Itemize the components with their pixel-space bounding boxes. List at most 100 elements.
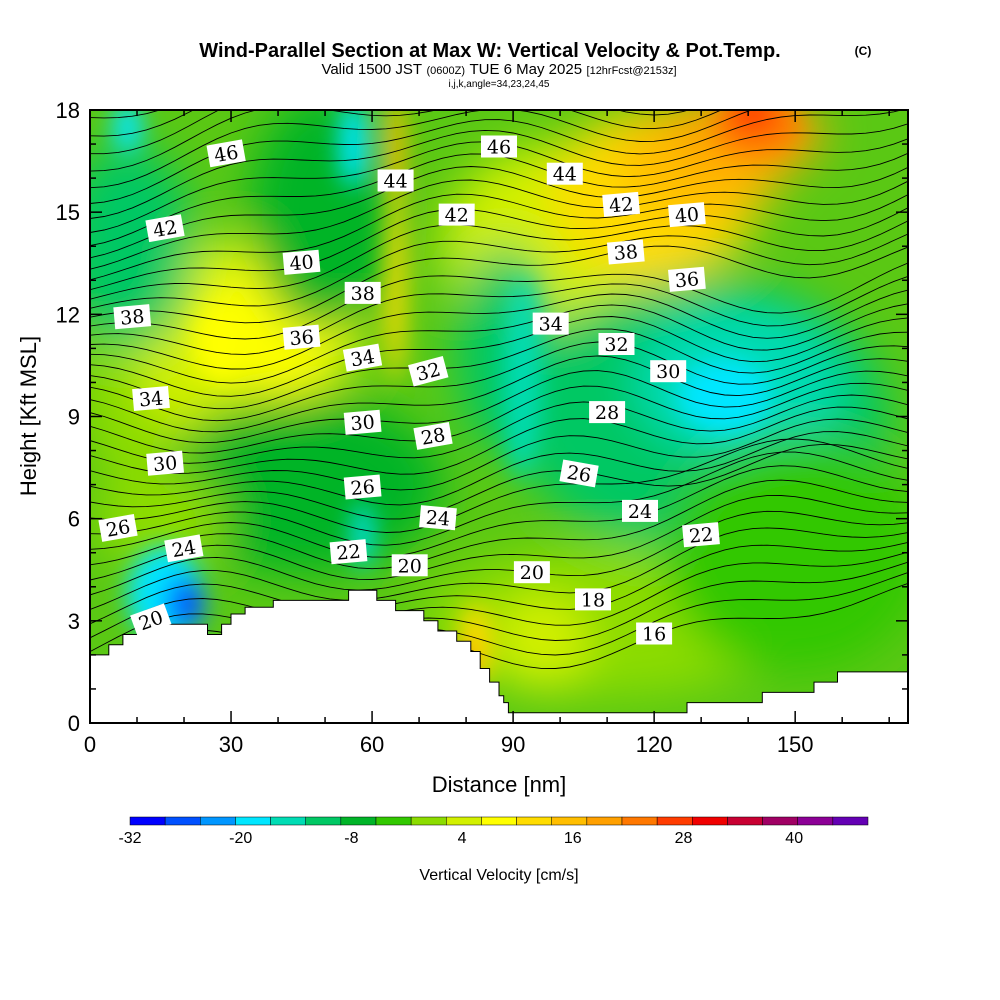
isentrope-line bbox=[90, 551, 908, 639]
y-tick-label: 6 bbox=[68, 507, 80, 532]
x-tick-label: 30 bbox=[219, 732, 243, 757]
isentrope-label-text: 32 bbox=[604, 334, 628, 356]
isentrope-label-text: 34 bbox=[349, 346, 377, 372]
isentrope-label-text: 38 bbox=[613, 241, 639, 265]
isentrope-label: 24 bbox=[164, 534, 204, 563]
colorbar-swatch bbox=[762, 816, 798, 826]
isentrope-lines bbox=[90, 110, 908, 680]
x-tick-label: 90 bbox=[501, 732, 525, 757]
x-axis-title: Distance [nm] bbox=[432, 772, 567, 797]
heat-core bbox=[193, 300, 250, 383]
valid-time-label: Valid 1500 JST bbox=[321, 61, 422, 78]
isentrope-line bbox=[90, 438, 908, 533]
isentrope-line bbox=[90, 451, 908, 546]
heat-core bbox=[113, 110, 142, 155]
colorbar-swatch bbox=[164, 816, 201, 826]
isentrope-label: 34 bbox=[342, 343, 383, 372]
isentrope-line bbox=[90, 541, 908, 625]
y-tick-label: 15 bbox=[56, 200, 80, 225]
y-tick-label: 18 bbox=[56, 98, 80, 123]
isentrope-label-text: 36 bbox=[289, 326, 315, 350]
isentrope-label: 42 bbox=[602, 191, 641, 217]
isentrope-line bbox=[90, 406, 908, 475]
isentrope-line bbox=[90, 370, 908, 444]
isentrope-label: 38 bbox=[606, 239, 645, 265]
isentrope-label-text: 44 bbox=[553, 164, 577, 186]
heat-region bbox=[90, 144, 194, 349]
isentrope-line bbox=[90, 382, 908, 454]
y-tick-label: 9 bbox=[68, 405, 80, 430]
isentrope-line bbox=[90, 289, 908, 370]
isentrope-label-text: 24 bbox=[425, 507, 451, 531]
isentrope-label-text: 40 bbox=[674, 204, 700, 228]
y-tick-label: 0 bbox=[68, 711, 80, 736]
colorbar-swatch bbox=[410, 816, 447, 826]
colorbar-swatch bbox=[516, 816, 552, 826]
x-tick-label: 120 bbox=[636, 732, 673, 757]
isentrope-line bbox=[90, 328, 908, 410]
colorbar-swatch bbox=[481, 816, 517, 826]
isentrope-label-text: 18 bbox=[581, 589, 605, 611]
isentrope-line bbox=[90, 443, 908, 520]
isentrope-label: 26 bbox=[559, 459, 599, 488]
isentrope-line bbox=[90, 527, 908, 610]
colorbar-swatch bbox=[200, 816, 236, 826]
isentrope-label: 30 bbox=[146, 450, 185, 476]
colorbar-tick-label: -8 bbox=[344, 830, 358, 847]
isentrope-label: 30 bbox=[650, 360, 687, 383]
isentrope-label: 46 bbox=[481, 135, 517, 159]
isentrope-label: 40 bbox=[282, 249, 321, 275]
chart-subtitle: Valid 1500 JST (0600Z) TUE 6 May 2025 [1… bbox=[321, 61, 676, 78]
isentrope-label-text: 42 bbox=[445, 205, 469, 227]
isentrope-label-text: 46 bbox=[487, 137, 511, 159]
heat-core bbox=[178, 586, 200, 621]
isentrope-label: 40 bbox=[668, 202, 706, 228]
forecast-label: [12hrFcst@2153z] bbox=[587, 65, 677, 77]
isentrope-label: 36 bbox=[668, 266, 706, 292]
colorbar-tick-label: 4 bbox=[458, 830, 467, 847]
colorbar-swatch bbox=[692, 816, 728, 826]
isentrope-label-text: 38 bbox=[351, 283, 375, 305]
colorbar-swatch bbox=[446, 816, 482, 826]
heat-core bbox=[503, 273, 542, 478]
colorbar-swatch bbox=[832, 816, 869, 826]
isentrope-label-text: 34 bbox=[539, 314, 563, 336]
isentrope-label: 36 bbox=[282, 324, 321, 350]
colorbar-swatch bbox=[270, 816, 306, 826]
isentrope-label: 44 bbox=[546, 162, 583, 186]
colorbar-tick-label: 16 bbox=[564, 830, 582, 847]
copyright-mark: (C) bbox=[855, 44, 872, 58]
isentrope-line bbox=[90, 207, 908, 291]
isentrope-label: 24 bbox=[622, 499, 658, 523]
valid-zulu-label: (0600Z) bbox=[427, 65, 466, 77]
chart-title: Wind-Parallel Section at Max W: Vertical… bbox=[199, 40, 780, 62]
x-axis: 0 30 60 90 120 150 bbox=[84, 110, 890, 757]
isentrope-line bbox=[90, 341, 908, 422]
isentrope-label-text: 42 bbox=[608, 193, 634, 217]
isentrope-line bbox=[90, 123, 908, 219]
isentrope-label-text: 46 bbox=[212, 141, 240, 167]
isentrope-label-text: 42 bbox=[151, 216, 179, 242]
isentrope-label: 34 bbox=[532, 312, 569, 336]
isentrope-label: 20 bbox=[391, 554, 428, 577]
colorbar-swatch bbox=[621, 816, 658, 826]
heat-core bbox=[729, 110, 777, 131]
isentrope-label: 42 bbox=[438, 203, 475, 227]
isentrope-line bbox=[90, 495, 908, 581]
isentrope-line bbox=[90, 355, 908, 433]
isentrope-label: 24 bbox=[419, 505, 457, 531]
colorbar-title: Vertical Velocity [cm/s] bbox=[419, 867, 578, 884]
plot-area: 46 46 44 44 42 42 42 40 40 38 38 38 36 36 34 34 34 32 32 30… bbox=[90, 110, 908, 723]
colorbar-swatch bbox=[235, 816, 271, 826]
x-tick-label: 60 bbox=[360, 732, 384, 757]
isentrope-line bbox=[90, 394, 908, 464]
isentrope-label-text: 30 bbox=[152, 452, 178, 476]
isentrope-label-text: 28 bbox=[595, 402, 619, 424]
isentrope-label: 38 bbox=[113, 304, 152, 330]
isentrope-label-text: 26 bbox=[565, 461, 593, 487]
colorbar-swatch bbox=[797, 816, 834, 826]
isentrope-line bbox=[90, 303, 908, 384]
isentrope-line bbox=[90, 275, 908, 355]
isentrope-label: 30 bbox=[343, 409, 382, 435]
colorbar-swatch bbox=[375, 816, 412, 826]
